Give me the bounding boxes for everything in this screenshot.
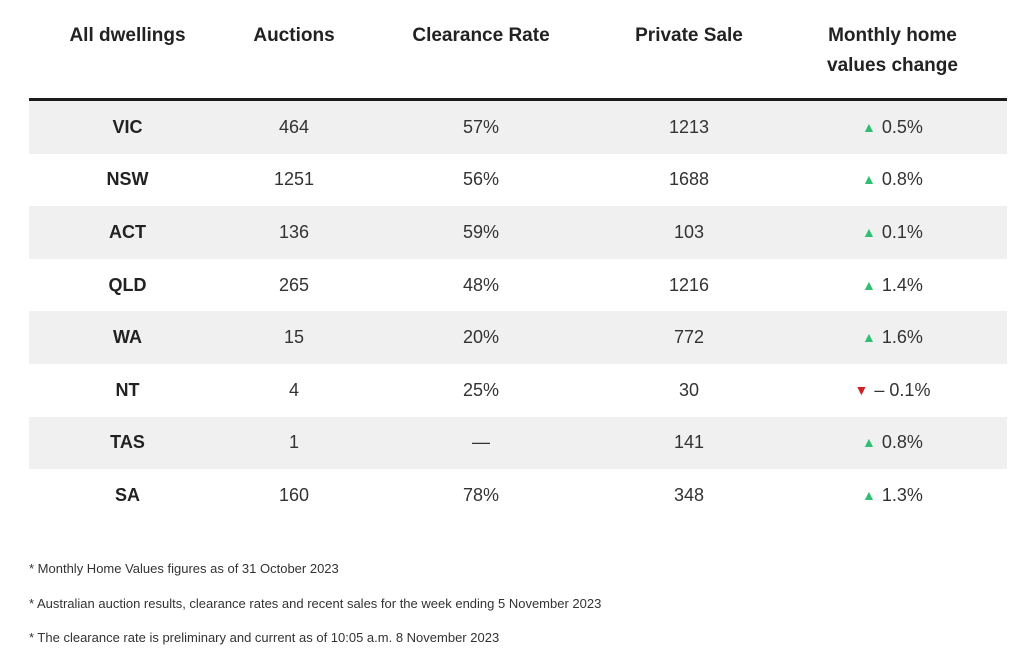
clearance-rate-cell: 57% (362, 99, 600, 154)
private-sale-cell: 103 (600, 206, 778, 259)
table-row: ACT 136 59% 103 ▲ 0.1% (29, 206, 1007, 259)
private-sale-cell: 1216 (668, 274, 710, 295)
clearance-rate-cell: 48% (462, 274, 500, 295)
footnote: * Australian auction results, clearance … (29, 595, 602, 611)
header-monthly-home-values-change: Monthly home values change (778, 0, 1007, 101)
change-value: 0.5% (881, 116, 923, 137)
table-row: VIC 464 57% 1213 ▲ 0.5% (29, 99, 1007, 154)
table-row: QLD 265 48% 1216 ▲ 1.4% (29, 259, 1007, 312)
state-cell: VIC (29, 99, 226, 154)
state-cell: NT (115, 379, 140, 400)
private-sale-cell: 1688 (668, 169, 710, 190)
triangle-up-icon: ▲ (862, 276, 876, 293)
triangle-down-icon: ▼ (854, 381, 869, 398)
auctions-cell: 15 (226, 311, 362, 364)
auctions-cell: 160 (278, 484, 310, 505)
table-row: SA 160 78% 348 ▲ 1.3% (29, 469, 1007, 522)
monthly-change-cell: ▲ 0.8% (778, 154, 1007, 207)
state-cell: WA (29, 311, 226, 364)
monthly-change-cell: ▲ 0.5% (778, 99, 1007, 154)
change-value: 0.8% (881, 169, 923, 190)
monthly-change-cell: ▲ 0.1% (778, 206, 1007, 259)
change-value: 1.6% (881, 327, 923, 348)
change-value: 0.8% (881, 432, 923, 453)
private-sale-cell: 1213 (600, 99, 778, 154)
triangle-up-icon: ▲ (862, 486, 876, 503)
change-value: 0.1% (881, 221, 923, 242)
table-row: WA 15 20% 772 ▲ 1.6% (29, 311, 1007, 364)
clearance-rate-cell: 78% (462, 484, 500, 505)
auctions-cell: 4 (288, 379, 299, 400)
change-value: 1.3% (881, 484, 923, 505)
footnotes: * Monthly Home Values figures as of 31 O… (29, 556, 601, 660)
clearance-rate-cell: 25% (462, 379, 500, 400)
triangle-up-icon: ▲ (862, 118, 876, 135)
state-cell: SA (114, 484, 140, 505)
clearance-rate-cell: 59% (362, 206, 600, 259)
table-body: VIC 464 57% 1213 ▲ 0.5% NSW 1251 56% 1688 ▲ 0.8% ACT… (29, 99, 1007, 522)
dwellings-table: All dwellings Auctions Clearance Rate Pr… (29, 0, 1007, 522)
header-private-sale: Private Sale (600, 0, 778, 101)
table-row: TAS 1—141 ▲ 0.8% (29, 416, 1007, 470)
triangle-up-icon: ▲ (862, 223, 876, 240)
change-value: 1.4% (881, 274, 923, 295)
auctions-cell: 136 (226, 206, 362, 259)
table-header: All dwellings Auctions Clearance Rate Pr… (29, 0, 1007, 101)
private-sale-cell: 30 (678, 379, 700, 400)
change-value: – 0.1% (874, 379, 931, 400)
header-all-dwellings: All dwellings (29, 0, 226, 101)
clearance-rate-cell: 20% (362, 311, 600, 364)
monthly-change-cell: ▲ 1.4% (778, 259, 1007, 312)
footnote: * Monthly Home Values figures as of 31 O… (29, 561, 339, 576)
auctions-cell: 265 (278, 274, 310, 295)
private-sale-cell: 141 (600, 416, 778, 470)
state-cell: TAS (29, 416, 226, 470)
private-sale-cell: 348 (673, 484, 705, 505)
table-row: NT 4 25% 30 ▼ – 0.1% (29, 364, 1007, 417)
auctions-cell: 464 (226, 99, 362, 154)
monthly-change-cell: ▼ – 0.1% (778, 364, 1007, 417)
clearance-rate-cell: — (362, 416, 600, 470)
triangle-up-icon: ▲ (862, 329, 876, 346)
table-row: NSW 1251 56% 1688 ▲ 0.8% (29, 154, 1007, 207)
triangle-up-icon: ▲ (862, 171, 876, 188)
private-sale-cell: 772 (600, 311, 778, 364)
triangle-up-icon: ▲ (862, 434, 876, 451)
monthly-change-cell: ▲ 0.8% (778, 416, 1007, 470)
footnote: * The clearance rate is preliminary and … (29, 630, 500, 645)
state-cell: NSW (106, 169, 149, 190)
auctions-cell: 1251 (273, 169, 315, 190)
monthly-change-cell: ▲ 1.6% (778, 311, 1007, 364)
auctions-cell: 1 (226, 416, 362, 470)
state-cell: ACT (29, 206, 226, 259)
header-clearance-rate: Clearance Rate (362, 0, 600, 101)
clearance-rate-cell: 56% (462, 169, 500, 190)
dwellings-table-container: All dwellings Auctions Clearance Rate Pr… (29, 0, 1007, 522)
state-cell: QLD (108, 274, 147, 295)
header-auctions: Auctions (226, 0, 362, 101)
monthly-change-cell: ▲ 1.3% (778, 469, 1007, 522)
